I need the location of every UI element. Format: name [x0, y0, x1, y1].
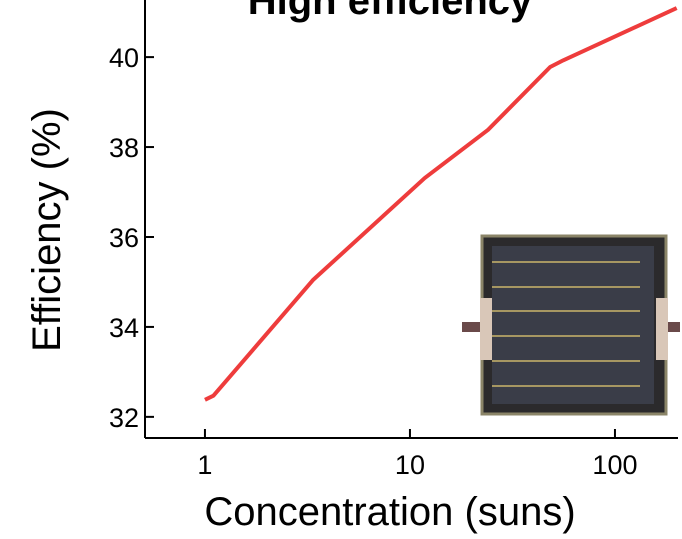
x-tick-label: 1 [197, 450, 212, 480]
inset-photo [462, 236, 680, 414]
x-tick-label: 10 [395, 450, 425, 480]
chart-title: High efficiency [248, 0, 533, 23]
x-tick-label: 100 [592, 450, 637, 480]
y-tick-label: 38 [109, 133, 139, 163]
x-axis-label: Concentration (suns) [204, 490, 575, 534]
y-tick-label: 40 [109, 43, 139, 73]
chart: High efficiency Concentration (suns) Eff… [0, 0, 682, 539]
y-tick-label: 34 [109, 313, 139, 343]
y-tick-label: 32 [109, 403, 139, 433]
y-axis-label: Efficiency (%) [25, 108, 69, 352]
y-tick-label: 36 [109, 223, 139, 253]
